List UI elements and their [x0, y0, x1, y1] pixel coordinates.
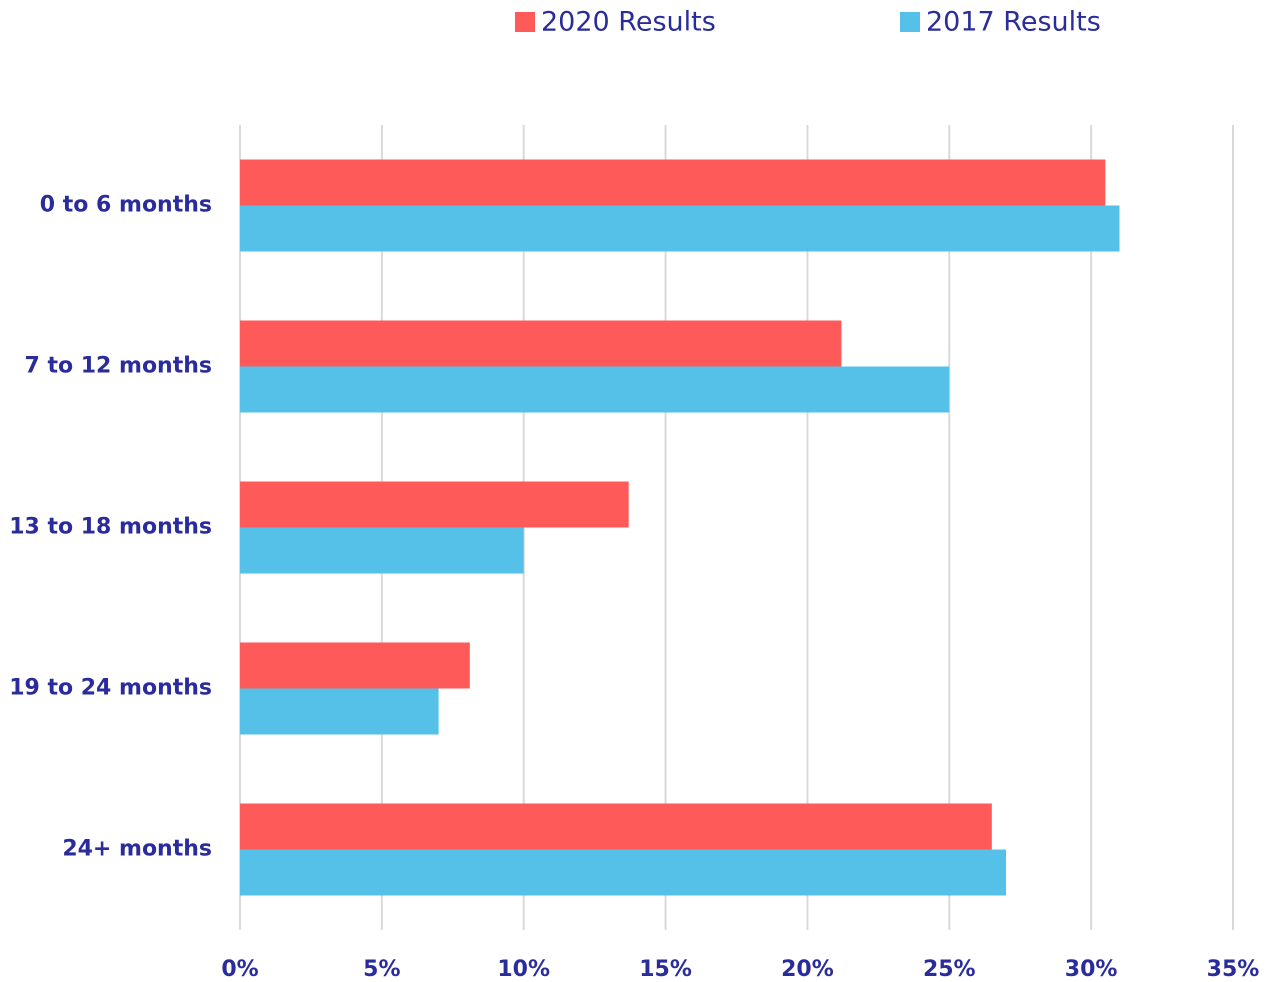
bar	[240, 366, 950, 413]
bar	[240, 688, 439, 735]
y-tick-label: 24+ months	[62, 837, 212, 862]
y-tick-label: 7 to 12 months	[24, 354, 212, 379]
bar	[240, 320, 842, 367]
x-tick-label: 15%	[639, 957, 692, 982]
y-tick-label: 0 to 6 months	[40, 193, 212, 218]
x-tick-label: 0%	[221, 957, 258, 982]
x-tick-label: 35%	[1207, 957, 1260, 982]
bar	[240, 481, 629, 528]
x-tick-label: 25%	[923, 957, 976, 982]
legend-swatch	[900, 12, 920, 32]
legend-swatch	[515, 12, 535, 32]
x-tick-label: 20%	[781, 957, 834, 982]
bar	[240, 159, 1106, 206]
y-tick-label: 19 to 24 months	[9, 676, 212, 701]
x-tick-label: 30%	[1065, 957, 1118, 982]
x-tick-label: 5%	[363, 957, 400, 982]
x-tick-label: 10%	[497, 957, 550, 982]
legend-label: 2017 Results	[926, 7, 1101, 38]
legend-label: 2020 Results	[541, 7, 716, 38]
bar	[240, 803, 992, 850]
bar	[240, 642, 470, 689]
bar	[240, 527, 524, 574]
y-tick-label: 13 to 18 months	[9, 515, 212, 540]
bar	[240, 205, 1120, 252]
bar	[240, 849, 1007, 896]
